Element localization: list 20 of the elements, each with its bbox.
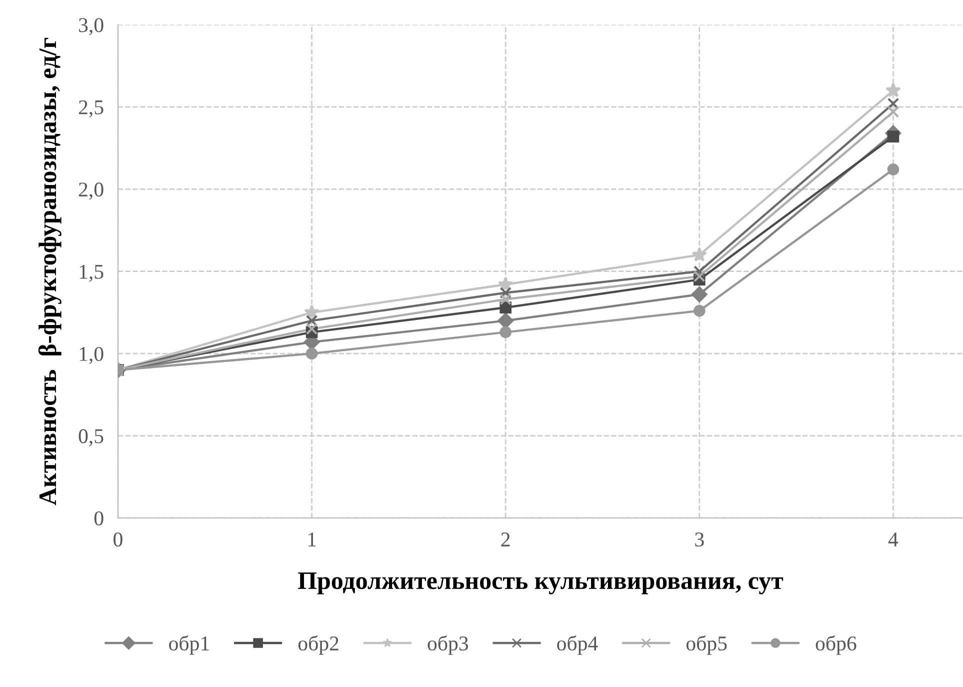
x-tick-label: 1: [308, 532, 316, 546]
legend-label: обр4: [557, 635, 598, 655]
legend-label: обр3: [428, 635, 468, 655]
x-axis-title: Продолжительность культивирования, сут: [298, 572, 784, 594]
x-tick-label: 3: [695, 532, 704, 547]
y-tick-label: 3,0: [79, 18, 104, 36]
legend-label: обр1: [169, 635, 209, 655]
x-tick-label: 4: [888, 532, 898, 546]
legend-label: обр2: [298, 635, 338, 655]
y-tick-label: 0: [94, 511, 104, 526]
x-tick-label: 2: [501, 532, 510, 546]
y-tick-label: 2,5: [78, 100, 104, 118]
y-tick-label: 2,0: [78, 182, 104, 200]
x-tick-label: 0: [114, 532, 122, 547]
legend-label: обр5: [686, 635, 727, 655]
legend-label: обр6: [816, 635, 856, 655]
y-tick-label: 1,0: [80, 346, 104, 364]
y-tick-label: 1,5: [80, 264, 104, 282]
y-axis-title: Активность β-фруктофуранозидазы, ед/г: [38, 38, 62, 506]
y-tick-label: 0,5: [78, 429, 104, 446]
